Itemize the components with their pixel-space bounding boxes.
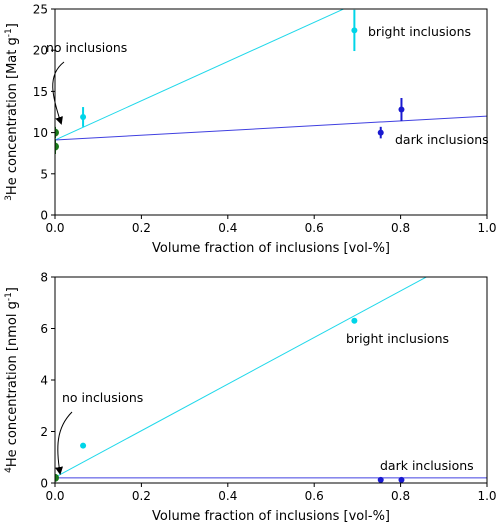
- p1-dark-point-1: [398, 476, 405, 483]
- p0-x-tick-label-5: 1.0: [477, 221, 496, 235]
- p0-annotation-bright-inclusions: bright inclusions: [368, 24, 471, 39]
- p0-y-tick-label-0: 0: [40, 209, 48, 223]
- p1-x-tick-label-0: 0.0: [45, 489, 64, 503]
- p1-y-axis-label: 4He concentration [nmol g-1]: [4, 287, 20, 473]
- p1-none-point-0: [55, 473, 59, 482]
- p1-x-tick-label-5: 1.0: [477, 489, 496, 503]
- p0-y-tick-label-1: 5: [40, 167, 48, 181]
- p0-bright-point-1: [351, 27, 358, 34]
- p1-annotation-arrow: [55, 411, 73, 475]
- p1-y-tick-label-1: 2: [40, 425, 48, 439]
- p0-y-axis-label: 3He concentration [Mat g-1]: [4, 23, 20, 201]
- p0-x-axis-label: Volume fraction of inclusions [vol-%]: [152, 241, 390, 256]
- p0-none-point-0: [55, 128, 59, 137]
- p1-y-tick-label-4: 8: [40, 271, 48, 285]
- p1-x-axis-label: Volume fraction of inclusions [vol-%]: [152, 509, 390, 524]
- p1-x-tick-label-3: 0.6: [305, 489, 324, 503]
- p1-bright-fit-line: [55, 277, 428, 478]
- p0-bright-fit-line: [55, 9, 345, 141]
- p0-x-tick-label-0: 0.0: [45, 221, 64, 235]
- p0-y-tick-label-3: 15: [33, 85, 48, 99]
- p0-y-tick-label-5: 25: [33, 3, 48, 17]
- p1-y-tick-label-3: 6: [40, 322, 48, 336]
- p0-y-tick-label-2: 10: [33, 126, 48, 140]
- p0-dark-fit-line: [55, 115, 487, 141]
- p0-x-tick-label-4: 0.8: [391, 221, 410, 235]
- panel-top-3he: 0.0 0.2 0.4 0.6 0.8 1.0 0 5 10 15 20 25 Volume fract…: [4, 3, 497, 257]
- panel-bottom-4he: 0.0 0.2 0.4 0.6 0.8 1.0 0 2 4 6 8 Volume fraction o…: [4, 271, 497, 525]
- p1-y-tick-label-2: 4: [40, 374, 48, 388]
- p1-dark-point-0: [377, 476, 384, 483]
- p0-x-tick-label-1: 0.2: [132, 221, 151, 235]
- p1-bright-point-1: [351, 317, 358, 324]
- p1-axes-frame: [54, 276, 488, 484]
- p0-axes-frame: [54, 8, 488, 216]
- p1-x-tick-label-1: 0.2: [132, 489, 151, 503]
- p0-dark-point-0: [377, 129, 384, 136]
- p0-annotation-no-inclusions: no inclusions: [46, 40, 127, 55]
- p0-x-tick-label-3: 0.6: [305, 221, 324, 235]
- p0-dark-point-1: [398, 106, 405, 113]
- p0-none-point-1: [55, 142, 59, 151]
- p1-y-tick-label-0: 0: [40, 477, 48, 491]
- p0-annotation-dark-inclusions: dark inclusions: [395, 132, 489, 147]
- p1-annotation-dark-inclusions: dark inclusions: [380, 458, 474, 473]
- p0-bright-point-0: [80, 113, 87, 120]
- p1-bright-point-0: [80, 442, 87, 449]
- p0-plot-area: [55, 9, 487, 155]
- p1-x-tick-label-2: 0.4: [218, 489, 237, 503]
- p0-y-tick-label-4: 20: [33, 44, 48, 58]
- p1-plot-area: [55, 277, 487, 483]
- p1-x-tick-label-4: 0.8: [391, 489, 410, 503]
- p1-annotation-bright-inclusions: bright inclusions: [346, 331, 449, 346]
- p0-x-tick-label-2: 0.4: [218, 221, 237, 235]
- p1-annotation-no-inclusions: no inclusions: [62, 390, 143, 405]
- p0-annotation-arrow: [52, 61, 65, 125]
